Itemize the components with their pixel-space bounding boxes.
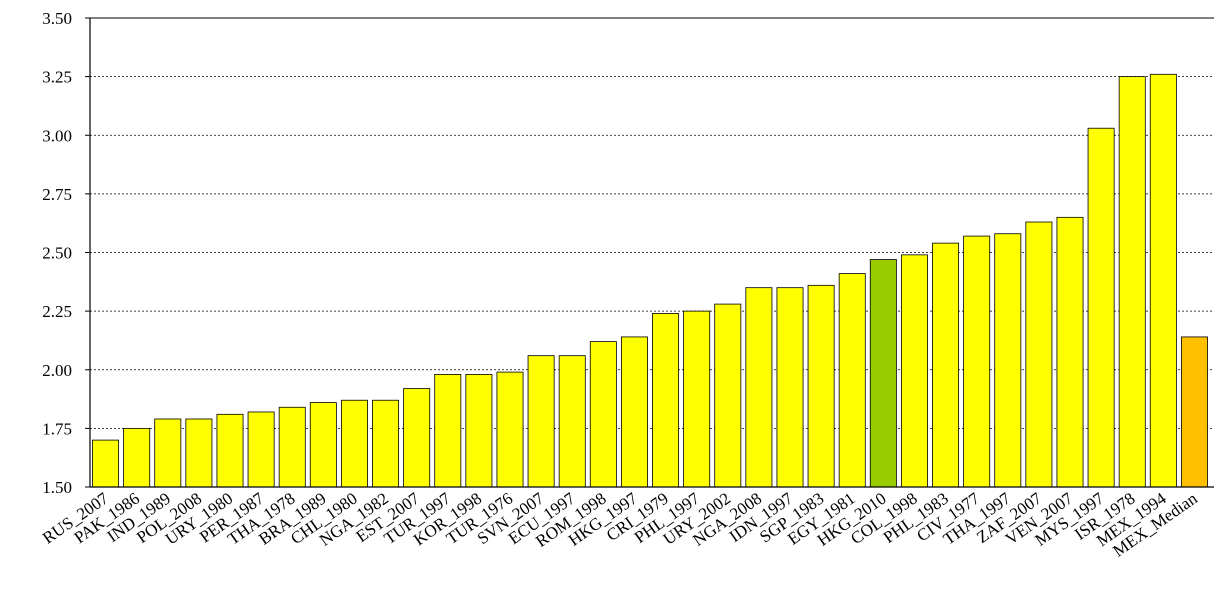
bar — [869, 259, 897, 488]
bar — [1149, 73, 1177, 488]
bar — [838, 273, 866, 488]
bar — [1087, 127, 1115, 488]
bar — [776, 287, 804, 488]
y-tick-label: 1.75 — [42, 419, 72, 438]
bar — [496, 371, 524, 488]
bar — [92, 439, 120, 488]
bar — [652, 313, 680, 488]
bar — [620, 336, 648, 488]
bar — [527, 355, 555, 488]
bar — [216, 413, 244, 488]
bar — [123, 427, 151, 488]
bar — [932, 242, 960, 488]
y-tick-label: 1.50 — [42, 478, 72, 497]
bar — [683, 310, 711, 488]
y-tick-label: 2.75 — [42, 185, 72, 204]
bar — [900, 254, 928, 488]
y-tick-label: 3.00 — [42, 126, 72, 145]
bar — [247, 411, 275, 488]
y-tick-label: 2.00 — [42, 361, 72, 380]
bar — [403, 388, 431, 488]
bar — [309, 402, 337, 488]
y-tick-label: 3.50 — [42, 9, 72, 28]
y-tick-label: 2.50 — [42, 244, 72, 263]
bar — [745, 287, 773, 488]
bar — [185, 418, 213, 488]
bar — [714, 303, 742, 488]
bar — [154, 418, 182, 488]
bar — [434, 374, 462, 488]
bar — [340, 399, 368, 488]
bar — [372, 399, 400, 488]
bar — [1056, 216, 1084, 488]
bar — [807, 284, 835, 488]
y-tick-label: 2.25 — [42, 302, 72, 321]
bar — [589, 341, 617, 488]
bar — [1025, 221, 1053, 488]
bar — [278, 406, 306, 488]
bar — [1118, 76, 1146, 488]
y-tick-label: 3.25 — [42, 68, 72, 87]
bar — [465, 374, 493, 488]
bar — [1180, 336, 1208, 488]
bar — [963, 235, 991, 488]
bar — [994, 233, 1022, 488]
bar — [558, 355, 586, 488]
